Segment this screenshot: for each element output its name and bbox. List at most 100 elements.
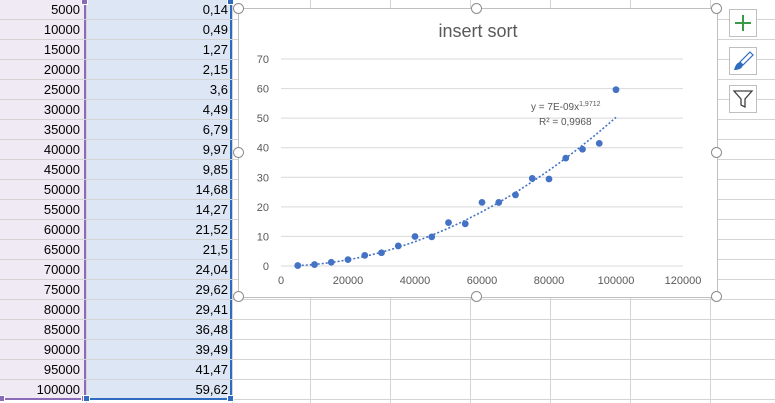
table-row: 50000 14,68 (0, 180, 232, 200)
chart-resize-handle-t[interactable] (471, 3, 482, 14)
table-row: 100000 59,62 (0, 380, 232, 400)
brush-icon (734, 51, 754, 70)
y-tick-label: 70 (257, 54, 269, 66)
selection-handle[interactable] (227, 0, 234, 5)
y-tick-label: 60 (257, 84, 269, 96)
data-point (512, 191, 519, 199)
chart-filters-button[interactable] (729, 85, 757, 113)
cell-n[interactable]: 5000 (51, 2, 80, 17)
cell-time[interactable]: 1,27 (202, 42, 228, 57)
cell-time[interactable]: 29,62 (195, 282, 228, 297)
cell-time[interactable]: 41,47 (195, 362, 228, 377)
data-point (394, 242, 402, 250)
cell-time[interactable]: 9,97 (202, 142, 228, 157)
selection-border-b (0, 398, 232, 400)
chart-resize-handle-tl[interactable] (233, 3, 244, 14)
data-point (294, 262, 302, 269)
cell-time[interactable]: 36,48 (195, 322, 228, 337)
selection-handle[interactable] (81, 0, 88, 5)
cell-time[interactable]: 21,5 (202, 242, 228, 257)
table-row: 85000 36,48 (0, 320, 232, 340)
x-tick-label: 60000 (467, 275, 498, 287)
data-point (478, 198, 486, 206)
chart-resize-handle-tr[interactable] (711, 3, 722, 14)
column-a-selection (0, 0, 86, 400)
x-tick-label: 20000 (333, 275, 364, 287)
x-tick-label: 100000 (598, 275, 635, 287)
x-tick-label: 120000 (665, 275, 702, 287)
data-point (378, 249, 385, 257)
fill-handle[interactable] (227, 395, 234, 402)
cell-time[interactable]: 4,49 (202, 102, 228, 117)
cell-time[interactable]: 24,04 (195, 262, 228, 277)
data-point (428, 233, 436, 241)
cell-time[interactable]: 6,79 (202, 122, 228, 137)
chart-area[interactable]: insert sort 0 10 20 30 40 50 60 70 0 20000 40000 60… (238, 8, 718, 298)
cell-n[interactable]: 25000 (43, 82, 80, 97)
cell-n[interactable]: 85000 (43, 322, 80, 337)
cell-n[interactable]: 35000 (43, 122, 80, 137)
data-point (461, 220, 469, 228)
chart-resize-handle-r[interactable] (711, 147, 722, 158)
data-point (545, 175, 553, 183)
cell-n[interactable]: 40000 (43, 142, 80, 157)
cell-n[interactable]: 100000 (36, 382, 80, 397)
row-gridline (0, 379, 775, 380)
data-point (495, 199, 503, 206)
cell-time[interactable]: 3,6 (209, 82, 228, 97)
cell-n[interactable]: 10000 (43, 22, 80, 37)
cell-n[interactable]: 95000 (43, 362, 80, 377)
cell-time[interactable]: 29,41 (195, 302, 228, 317)
cell-time[interactable]: 14,68 (195, 182, 228, 197)
cell-n[interactable]: 60000 (43, 222, 80, 237)
data-point (595, 139, 603, 147)
cell-n[interactable]: 50000 (43, 182, 80, 197)
data-point (528, 175, 536, 182)
table-row: 75000 29,62 (0, 280, 232, 300)
cell-n[interactable]: 55000 (43, 202, 80, 217)
equation-base: y = 7E-09x (531, 102, 579, 113)
filter-icon (732, 90, 754, 109)
cell-time[interactable]: 0,49 (202, 22, 228, 37)
cell-time[interactable]: 14,27 (195, 202, 228, 217)
chart-resize-handle-br[interactable] (711, 291, 722, 302)
table-row: 30000 4,49 (0, 100, 232, 120)
cell-time[interactable]: 21,52 (195, 222, 228, 237)
cell-n[interactable]: 20000 (43, 62, 80, 77)
selection-handle[interactable] (0, 395, 5, 402)
table-row: 80000 29,41 (0, 300, 232, 320)
cell-time[interactable]: 9,85 (202, 162, 228, 177)
column-gridline (232, 0, 233, 403)
chart-title[interactable]: insert sort (438, 21, 518, 41)
chart-resize-handle-b[interactable] (471, 291, 482, 302)
cell-time[interactable]: 59,62 (195, 382, 228, 397)
y-tick-label: 40 (257, 143, 269, 155)
selection-handle[interactable] (83, 395, 90, 402)
cell-n[interactable]: 45000 (43, 162, 80, 177)
r-squared-label: R² = 0,9968 (539, 117, 592, 128)
cell-time[interactable]: 2,15 (202, 62, 228, 77)
chart-resize-handle-l[interactable] (233, 147, 244, 158)
row-gridline (0, 399, 775, 400)
cell-n[interactable]: 65000 (43, 242, 80, 257)
cell-n[interactable]: 15000 (43, 42, 80, 57)
data-point (612, 86, 620, 94)
table-row: 35000 6,79 (0, 120, 232, 140)
data-point (579, 145, 586, 153)
chart-styles-button[interactable] (729, 47, 757, 75)
chart-elements-button[interactable] (729, 9, 757, 37)
data-point (311, 261, 318, 268)
cell-n[interactable]: 70000 (43, 262, 80, 277)
cell-n[interactable]: 75000 (43, 282, 80, 297)
column-b-selection (86, 0, 232, 400)
trendline-equation: y = 7E-09x1,9712 (531, 101, 601, 113)
cell-n[interactable]: 90000 (43, 342, 80, 357)
cell-time[interactable]: 0,14 (202, 2, 228, 17)
data-point (562, 154, 570, 162)
data-point (445, 219, 452, 226)
cell-n[interactable]: 30000 (43, 102, 80, 117)
chart-resize-handle-bl[interactable] (233, 291, 244, 302)
table-row: 10000 0,49 (0, 20, 232, 40)
cell-n[interactable]: 80000 (43, 302, 80, 317)
cell-time[interactable]: 39,49 (195, 342, 228, 357)
